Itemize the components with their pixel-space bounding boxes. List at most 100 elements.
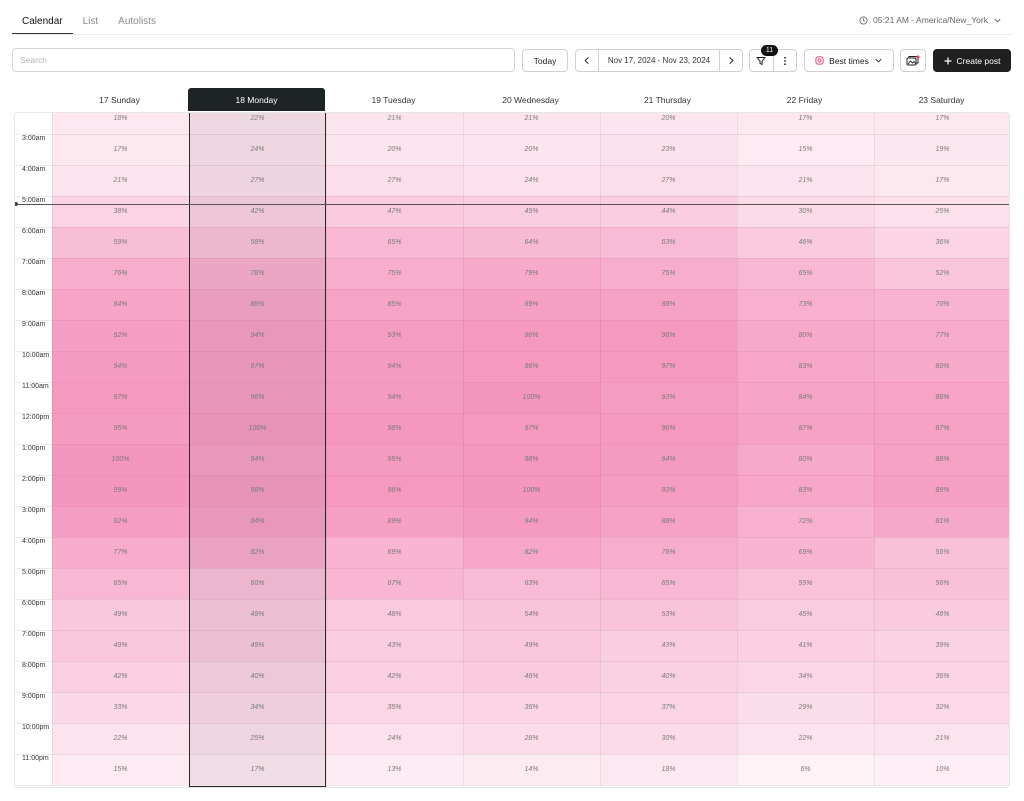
heatmap-cell[interactable]: 17% (52, 134, 189, 165)
heatmap-cell[interactable]: 22% (52, 723, 189, 754)
heatmap-cell[interactable]: 22% (737, 723, 874, 754)
heatmap-cell[interactable]: 96% (189, 382, 326, 413)
heatmap-cell[interactable]: 80% (737, 320, 874, 351)
heatmap-cell[interactable]: 82% (463, 537, 600, 568)
heatmap-cell[interactable]: 88% (600, 506, 737, 537)
heatmap-cell[interactable]: 75% (326, 258, 463, 289)
heatmap-cell[interactable]: 53% (600, 599, 737, 630)
heatmap-cell[interactable]: 18% (600, 754, 737, 785)
heatmap-cell[interactable]: 22% (189, 113, 326, 134)
heatmap-cell[interactable]: 25% (189, 723, 326, 754)
heatmap-cell[interactable]: 93% (600, 382, 737, 413)
heatmap-cell[interactable]: 28% (463, 723, 600, 754)
tab-list[interactable]: List (82, 16, 99, 27)
day-header-2[interactable]: 19 Tuesday (371, 95, 416, 105)
heatmap-cell[interactable]: 81% (874, 506, 1009, 537)
heatmap-cell[interactable]: 77% (52, 537, 189, 568)
heatmap-cell[interactable]: 94% (52, 351, 189, 382)
heatmap-cell[interactable]: 94% (189, 444, 326, 475)
heatmap-cell[interactable]: 97% (600, 351, 737, 382)
day-header-1[interactable]: 18 Monday (188, 88, 325, 111)
heatmap-cell[interactable]: 94% (600, 444, 737, 475)
heatmap-cell[interactable]: 69% (326, 537, 463, 568)
heatmap-cell[interactable]: 83% (737, 351, 874, 382)
heatmap-cell[interactable]: 80% (874, 351, 1009, 382)
heatmap-cell[interactable]: 84% (737, 382, 874, 413)
heatmap-cell[interactable]: 64% (463, 227, 600, 258)
heatmap-cell[interactable]: 20% (600, 113, 737, 134)
prev-week-button[interactable] (576, 50, 598, 71)
heatmap-cell[interactable]: 29% (737, 692, 874, 723)
day-header-3[interactable]: 20 Wednesday (502, 95, 559, 105)
heatmap-cell[interactable]: 34% (737, 661, 874, 692)
heatmap-cell[interactable]: 93% (600, 475, 737, 506)
heatmap-cell[interactable]: 43% (600, 630, 737, 661)
heatmap-cell[interactable]: 23% (600, 134, 737, 165)
tab-calendar[interactable]: Calendar (12, 8, 73, 35)
media-library-button[interactable] (900, 49, 926, 72)
heatmap-cell[interactable]: 13% (326, 754, 463, 785)
heatmap-cell[interactable]: 32% (874, 692, 1009, 723)
heatmap-cell[interactable]: 75% (600, 258, 737, 289)
heatmap-cell[interactable]: 94% (463, 506, 600, 537)
heatmap-cell[interactable]: 49% (189, 599, 326, 630)
heatmap-cell[interactable]: 97% (463, 413, 600, 444)
heatmap-cell[interactable]: 78% (189, 258, 326, 289)
heatmap-cell[interactable]: 35% (326, 692, 463, 723)
heatmap-cell[interactable]: 88% (600, 289, 737, 320)
heatmap-cell[interactable]: 86% (874, 382, 1009, 413)
heatmap-cell[interactable]: 89% (874, 475, 1009, 506)
heatmap-cell[interactable]: 27% (326, 165, 463, 196)
heatmap-cell[interactable]: 54% (463, 599, 600, 630)
heatmap-cell[interactable]: 47% (326, 196, 463, 227)
heatmap-cell[interactable]: 100% (463, 475, 600, 506)
day-header-0[interactable]: 17 Sunday (99, 95, 140, 105)
tab-autolists[interactable]: Autolists (118, 16, 156, 27)
heatmap-cell[interactable]: 95% (52, 413, 189, 444)
heatmap-cell[interactable]: 89% (326, 506, 463, 537)
heatmap-cell[interactable]: 52% (874, 258, 1009, 289)
heatmap-cell[interactable]: 21% (52, 165, 189, 196)
heatmap-cell[interactable]: 42% (326, 661, 463, 692)
heatmap-cell[interactable]: 65% (600, 568, 737, 599)
heatmap-cell[interactable]: 24% (326, 723, 463, 754)
heatmap-cell[interactable]: 24% (189, 134, 326, 165)
heatmap-cell[interactable]: 44% (600, 196, 737, 227)
heatmap-cell[interactable]: 17% (737, 113, 874, 134)
heatmap-cell[interactable]: 94% (326, 351, 463, 382)
heatmap-cell[interactable]: 21% (463, 113, 600, 134)
heatmap-cell[interactable]: 63% (600, 227, 737, 258)
heatmap-cell[interactable]: 40% (189, 661, 326, 692)
heatmap-cell[interactable]: 94% (326, 382, 463, 413)
heatmap-cell[interactable]: 6% (737, 754, 874, 785)
heatmap-cell[interactable]: 49% (189, 630, 326, 661)
day-header-4[interactable]: 21 Thursday (643, 95, 692, 105)
heatmap-cell[interactable]: 63% (463, 568, 600, 599)
heatmap-cell[interactable]: 10% (874, 754, 1009, 785)
heatmap-cell[interactable]: 15% (52, 754, 189, 785)
best-times-dropdown[interactable]: Best times (804, 49, 894, 72)
heatmap-cell[interactable]: 96% (326, 475, 463, 506)
heatmap-cell[interactable]: 97% (52, 382, 189, 413)
heatmap-cell[interactable]: 67% (326, 568, 463, 599)
search-input[interactable] (12, 48, 515, 72)
heatmap-cell[interactable]: 95% (326, 444, 463, 475)
heatmap-cell[interactable]: 87% (737, 413, 874, 444)
heatmap-cell[interactable]: 100% (463, 382, 600, 413)
heatmap-cell[interactable]: 88% (874, 444, 1009, 475)
heatmap-cell[interactable]: 46% (737, 227, 874, 258)
heatmap-cell[interactable]: 55% (737, 568, 874, 599)
heatmap-cell[interactable]: 27% (189, 165, 326, 196)
heatmap-cell[interactable]: 20% (326, 134, 463, 165)
heatmap-cell[interactable]: 88% (189, 289, 326, 320)
heatmap-cell[interactable]: 49% (463, 630, 600, 661)
heatmap-cell[interactable]: 42% (52, 661, 189, 692)
heatmap-cell[interactable]: 76% (52, 258, 189, 289)
heatmap-cell[interactable]: 56% (874, 568, 1009, 599)
heatmap-cell[interactable]: 59% (52, 227, 189, 258)
day-header-6[interactable]: 23 Saturday (918, 95, 965, 105)
heatmap-cell[interactable]: 65% (52, 568, 189, 599)
today-button[interactable]: Today (522, 49, 568, 72)
heatmap-cell[interactable]: 43% (326, 630, 463, 661)
heatmap-cell[interactable]: 96% (463, 351, 600, 382)
